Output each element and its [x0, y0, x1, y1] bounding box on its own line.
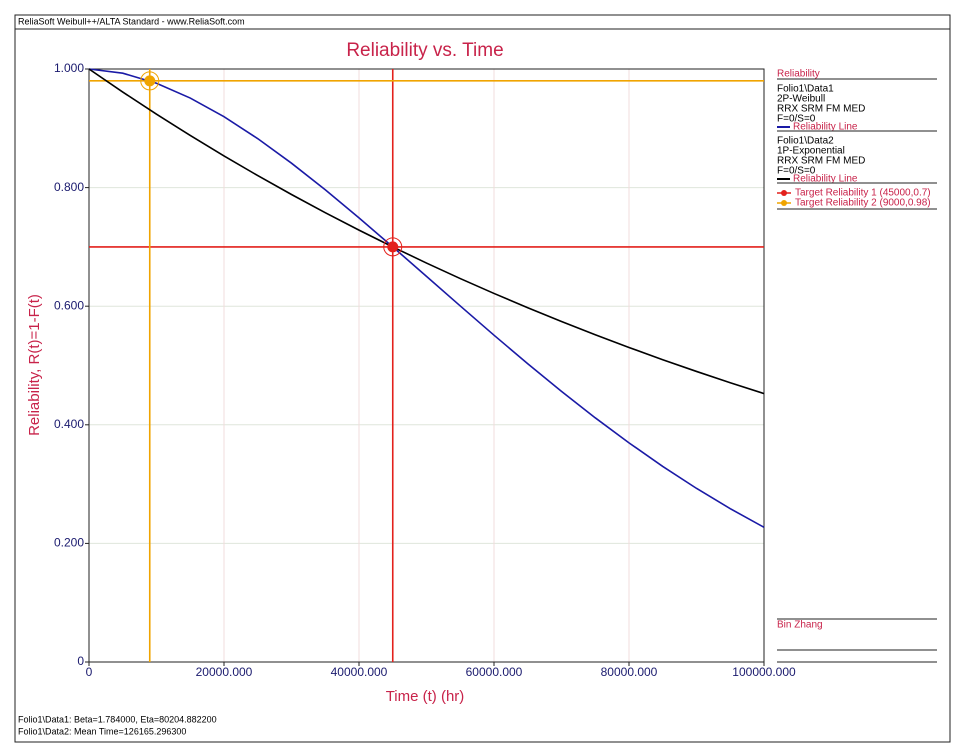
x-tick-label: 100000.000 — [732, 665, 796, 679]
x-tick-label: 80000.000 — [601, 665, 658, 679]
legend-title: Reliability — [777, 69, 820, 80]
chart-title: Reliability vs. Time — [346, 40, 503, 61]
y-tick-label: 0.400 — [54, 417, 84, 431]
target-point — [387, 241, 399, 253]
legend-info: F=0/S=0 — [777, 114, 816, 125]
y-tick-label: 0 — [77, 654, 84, 668]
window-frame — [14, 14, 951, 743]
legend-entry: Target Reliability 2 (9000,0.98) — [795, 198, 931, 209]
x-axis-label: Time (t) (hr) — [386, 688, 465, 705]
target-ring — [140, 71, 160, 91]
window-title: ReliaSoft Weibull++/ALTA Standard - www.… — [18, 16, 245, 26]
legend-info: 2P-Weibull — [777, 94, 825, 105]
y-axis-label: Reliability, R(t)=1-F(t) — [26, 294, 43, 436]
legend-info: Folio1\Data2 — [777, 136, 834, 147]
y-tick-label: 0.600 — [54, 298, 84, 312]
legend-entry: Target Reliability 1 (45000,0.7) — [795, 188, 931, 199]
series-line — [88, 68, 765, 529]
legend-swatch-dot — [781, 190, 787, 196]
legend-entry: Reliability Line — [793, 174, 858, 185]
target-ring — [383, 237, 403, 257]
legend-entry: Reliability Line — [793, 122, 858, 133]
legend-info: RRX SRM FM MED — [777, 104, 865, 115]
legend-info: RRX SRM FM MED — [777, 156, 865, 167]
x-tick-label: 60000.000 — [466, 665, 523, 679]
series-line — [88, 68, 765, 395]
legend-info: 1P-Exponential — [777, 146, 845, 157]
legend-info: Folio1\Data1 — [777, 84, 834, 95]
legend-info: F=0/S=0 — [777, 166, 816, 177]
y-tick-label: 1.000 — [54, 61, 84, 75]
x-tick-label: 20000.000 — [196, 665, 253, 679]
target-point — [144, 75, 156, 87]
footer-line: Folio1\Data2: Mean Time=126165.296300 — [18, 726, 186, 736]
y-tick-label: 0.200 — [54, 536, 84, 550]
plot-frame — [88, 68, 765, 663]
x-tick-label: 0 — [86, 665, 93, 679]
footer-line: Folio1\Data1: Beta=1.784000, Eta=80204.8… — [18, 714, 217, 724]
legend-swatch-dot — [781, 200, 787, 206]
y-tick-label: 0.800 — [54, 180, 84, 194]
x-tick-label: 40000.000 — [331, 665, 388, 679]
author: Bin Zhang — [777, 620, 823, 631]
